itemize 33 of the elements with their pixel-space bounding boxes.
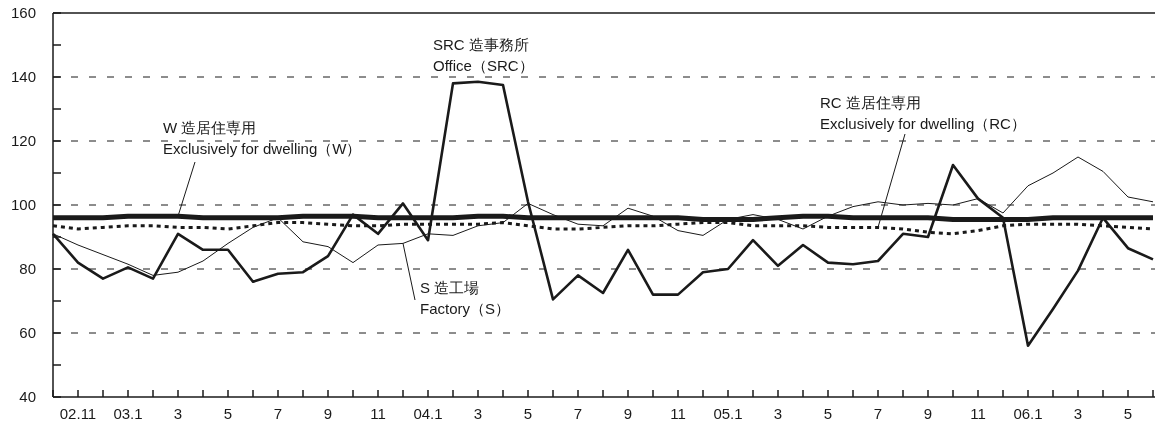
x-tick-label: 04.1 bbox=[413, 405, 443, 422]
y-tick-label: 60 bbox=[19, 324, 36, 341]
x-tick-label: 5 bbox=[223, 405, 233, 422]
x-tick-label: 02.11 bbox=[59, 405, 97, 422]
x-tick-label: 9 bbox=[923, 405, 933, 422]
x-tick-label: 3 bbox=[473, 405, 483, 422]
y-tick-label: 160 bbox=[10, 4, 36, 21]
x-tick-label: 11 bbox=[670, 405, 686, 422]
x-tick-label: 5 bbox=[523, 405, 533, 422]
y-tick-label: 100 bbox=[10, 196, 36, 213]
x-tick-label: 9 bbox=[323, 405, 333, 422]
series-label: SRC 造事務所 Office（SRC） bbox=[433, 36, 534, 74]
x-tick-label: 3 bbox=[1073, 405, 1083, 422]
text: RC 造居住専用 Exclusively for dwelling（RC） bbox=[820, 94, 1026, 132]
x-tick-label: 5 bbox=[1123, 405, 1133, 422]
x-tick-label: 11 bbox=[970, 405, 986, 422]
y-tick-label: 140 bbox=[10, 68, 36, 85]
x-tick-label: 7 bbox=[273, 405, 283, 422]
y-tick-label: 120 bbox=[10, 132, 36, 149]
x-tick-label: 05.1 bbox=[713, 405, 743, 422]
x-tick-label: 7 bbox=[573, 405, 583, 422]
x-tick-label: 11 bbox=[370, 405, 386, 422]
x-tick-label: 3 bbox=[173, 405, 183, 422]
x-tick-label: 9 bbox=[623, 405, 633, 422]
text: S 造工場 Factory（S） bbox=[420, 279, 511, 317]
x-tick-label: 06.1 bbox=[1013, 405, 1043, 422]
x-tick-label: 7 bbox=[873, 405, 883, 422]
text: W 造居住専用 Exclusively for dwelling（W） bbox=[163, 119, 362, 157]
y-tick-label: 80 bbox=[19, 260, 36, 277]
x-tick-label: 5 bbox=[823, 405, 833, 422]
x-tick-label: 3 bbox=[773, 405, 783, 422]
y-tick-label: 40 bbox=[19, 388, 36, 405]
x-tick-label: 03.1 bbox=[113, 405, 143, 422]
